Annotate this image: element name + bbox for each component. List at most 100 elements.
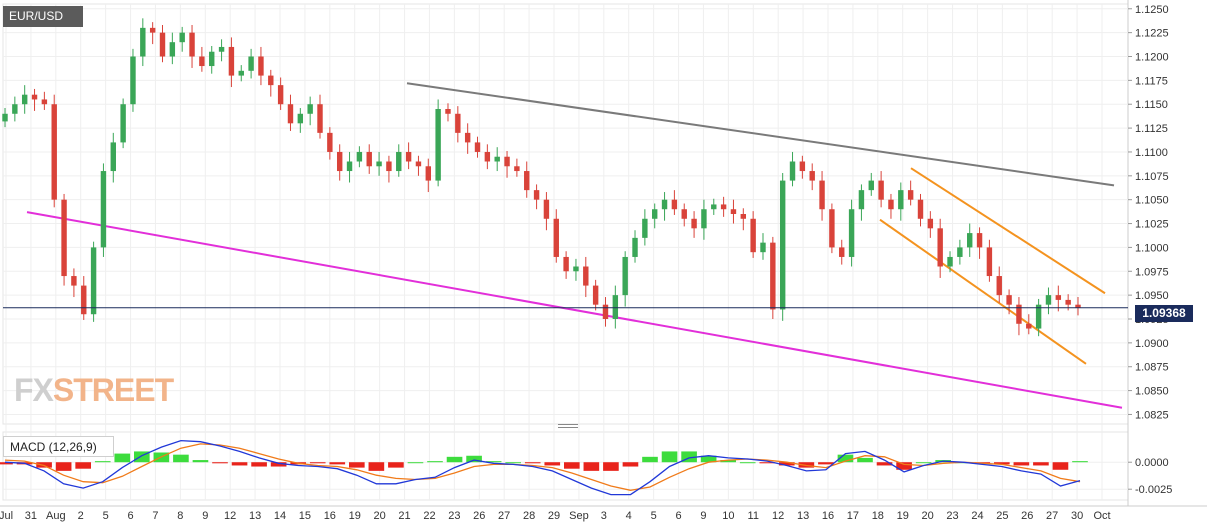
y-tick-label: 1.1000 [1135, 242, 1169, 254]
candle-body [268, 75, 274, 86]
macd-histogram-bar [739, 462, 756, 464]
x-tick-label: 31 [25, 510, 37, 522]
candle-body [1045, 295, 1052, 305]
candle-body [484, 151, 491, 162]
candle-body [888, 199, 894, 210]
x-tick-label: 16 [324, 510, 336, 522]
support-trendline [26, 211, 1123, 409]
macd-histogram-bar [544, 462, 561, 466]
x-tick-label: 23 [448, 510, 460, 522]
channel-lower-line [879, 218, 1087, 365]
macd-histogram-bar [1013, 462, 1030, 466]
candle-body [140, 27, 146, 57]
macd-histogram-bar [661, 451, 678, 463]
resistance-trendline [406, 82, 1115, 187]
x-tick-label: 22 [423, 510, 435, 522]
x-tick-label: 23 [946, 510, 958, 522]
x-tick-label: 13 [797, 510, 809, 522]
candle-body [366, 151, 372, 167]
candle-body [592, 285, 599, 305]
y-tick-label: 1.1250 [1135, 4, 1169, 16]
x-tick-label: 11 [748, 510, 759, 522]
pane-resize-handle[interactable] [558, 424, 578, 430]
candle-body [238, 70, 244, 76]
candle-body [120, 104, 126, 143]
macd-histogram-bar [485, 461, 502, 463]
macd-histogram-bar [857, 457, 873, 463]
candle-body [504, 156, 510, 167]
x-tick-label: 12 [772, 510, 784, 522]
macd-histogram-bar [896, 462, 912, 470]
candle-body [317, 104, 323, 133]
macd-histogram-bar [720, 460, 736, 463]
macd-histogram-bar [876, 462, 893, 466]
candle-body [100, 171, 107, 248]
x-tick-label: 24 [971, 510, 983, 522]
y-tick-label: 1.1225 [1135, 28, 1169, 40]
candle-body [543, 199, 550, 219]
x-tick-label: 19 [897, 510, 909, 522]
candle-body [149, 27, 156, 33]
x-tick-label: 9 [700, 510, 706, 522]
candle-body [51, 104, 57, 200]
candle-body [356, 151, 363, 162]
symbol-label[interactable]: EUR/USD [3, 6, 83, 27]
candle-body [829, 209, 835, 248]
candle-body [779, 180, 786, 310]
x-tick-label: Oct [1093, 510, 1110, 522]
y-tick-label: 1.1125 [1135, 123, 1168, 135]
candle-body [346, 161, 353, 172]
macd-histogram-bar [759, 462, 776, 464]
logo-text-accent: STREET [52, 372, 174, 408]
candle-body [396, 151, 402, 172]
candle-body [839, 247, 845, 257]
x-tick-label: 15 [299, 510, 311, 522]
candle-body [878, 180, 884, 200]
candle-body [415, 161, 422, 167]
x-tick-label: 18 [872, 510, 884, 522]
x-tick-label: 13 [249, 510, 261, 522]
candle-body [199, 56, 205, 67]
y-tick-label: 1.0825 [1135, 409, 1169, 421]
candle-body [376, 161, 382, 167]
candle-body [661, 199, 668, 210]
candle-body [386, 161, 392, 172]
candle-body [996, 276, 1002, 296]
candle-body [602, 304, 609, 319]
candle-body [701, 209, 707, 229]
macd-histogram-bar [837, 454, 854, 463]
candle-body [514, 166, 520, 172]
macd-indicator-label[interactable]: MACD (12,26,9) [3, 436, 114, 457]
candle-body [947, 256, 953, 267]
candle-body [967, 233, 973, 248]
candle-body [583, 266, 589, 286]
y-tick-label: 1.1025 [1135, 219, 1169, 231]
x-tick-label: Jul [0, 510, 13, 522]
candle-body [612, 295, 619, 319]
candle-body [169, 42, 176, 57]
macd-y-tick-label: 0.0000 [1135, 457, 1169, 469]
candle-body [1035, 304, 1042, 329]
candle-body [61, 199, 67, 277]
macd-histogram-bar [388, 462, 404, 468]
candle-body [533, 190, 540, 200]
candle-body [898, 190, 904, 210]
candle-body [927, 218, 934, 229]
candle-body [455, 113, 461, 133]
candle-body [277, 85, 284, 105]
macd-histogram-bar [368, 462, 385, 471]
macd-histogram-bar [446, 456, 463, 463]
macd-histogram-bar [309, 462, 326, 464]
macd-histogram-bar [231, 462, 248, 466]
x-tick-label: 27 [498, 510, 510, 522]
candle-body [1006, 295, 1012, 305]
candle-body [1016, 304, 1022, 324]
candle-body [287, 104, 294, 124]
macd-histogram-bar [779, 462, 795, 466]
x-tick-label: 30 [1071, 510, 1083, 522]
candle-body [445, 109, 451, 114]
candle-body [248, 56, 254, 71]
x-tick-label: 21 [398, 510, 410, 522]
x-tick-label: 5 [103, 510, 109, 522]
